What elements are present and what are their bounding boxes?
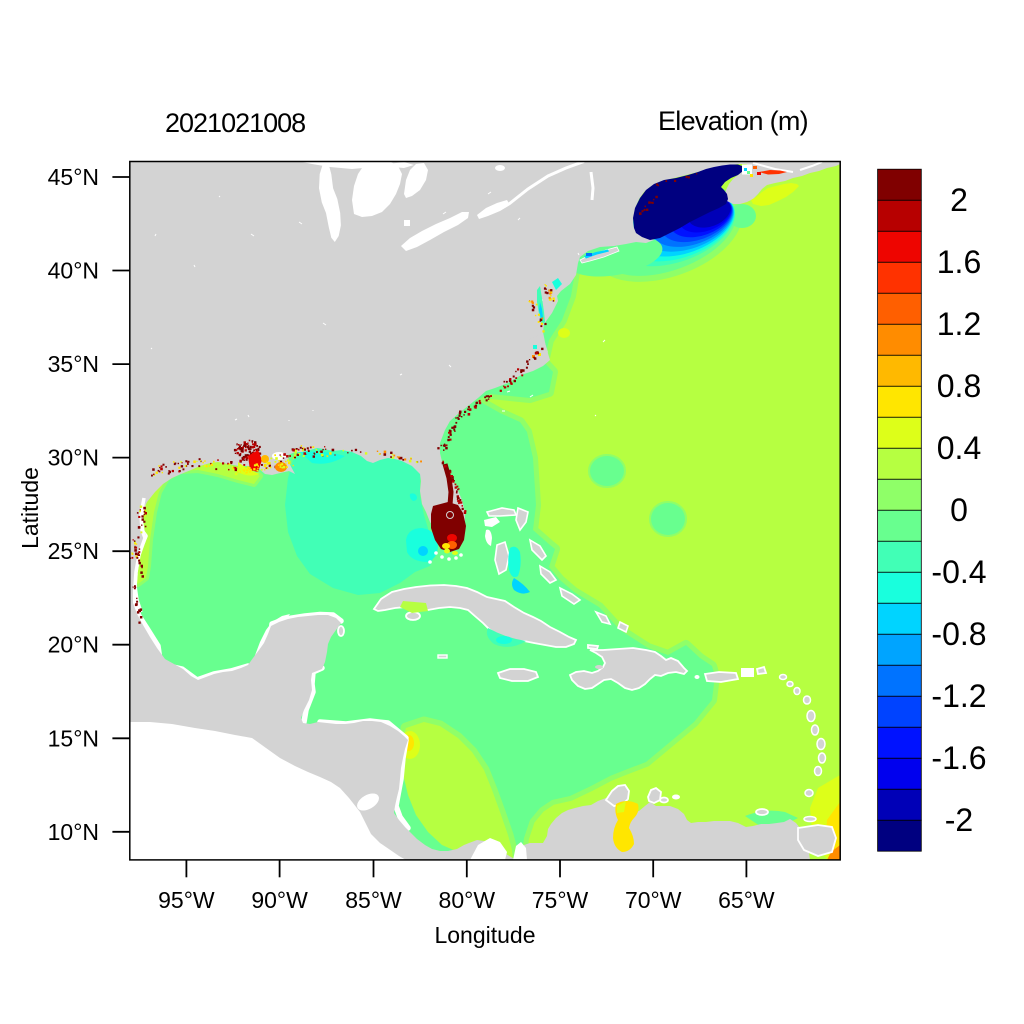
svg-text:Longitude: Longitude <box>434 922 535 948</box>
svg-text:25°N: 25°N <box>48 538 99 564</box>
svg-text:90°W: 90°W <box>251 887 308 913</box>
svg-text:Elevation (m): Elevation (m) <box>658 106 808 136</box>
svg-text:-2: -2 <box>945 802 973 838</box>
svg-text:15°N: 15°N <box>48 725 99 751</box>
svg-text:75°W: 75°W <box>532 887 589 913</box>
svg-text:70°W: 70°W <box>625 887 682 913</box>
svg-text:1.6: 1.6 <box>937 244 981 280</box>
svg-text:2021021008: 2021021008 <box>165 108 305 138</box>
svg-text:1.2: 1.2 <box>937 306 981 342</box>
svg-text:40°N: 40°N <box>48 258 99 284</box>
svg-text:10°N: 10°N <box>48 819 99 845</box>
svg-text:80°W: 80°W <box>439 887 496 913</box>
svg-text:0.4: 0.4 <box>937 430 981 466</box>
svg-text:-1.6: -1.6 <box>931 740 986 776</box>
svg-text:-0.8: -0.8 <box>931 616 986 652</box>
svg-text:45°N: 45°N <box>48 164 99 190</box>
svg-text:65°W: 65°W <box>718 887 775 913</box>
svg-text:Latitude: Latitude <box>17 467 43 549</box>
svg-text:35°N: 35°N <box>48 351 99 377</box>
svg-text:85°W: 85°W <box>345 887 402 913</box>
svg-text:20°N: 20°N <box>48 632 99 658</box>
svg-text:0.8: 0.8 <box>937 368 981 404</box>
svg-text:0: 0 <box>950 492 968 528</box>
svg-text:-1.2: -1.2 <box>931 678 986 714</box>
svg-text:95°W: 95°W <box>158 887 215 913</box>
svg-text:2: 2 <box>950 182 968 218</box>
svg-text:-0.4: -0.4 <box>931 554 986 590</box>
svg-text:30°N: 30°N <box>48 445 99 471</box>
